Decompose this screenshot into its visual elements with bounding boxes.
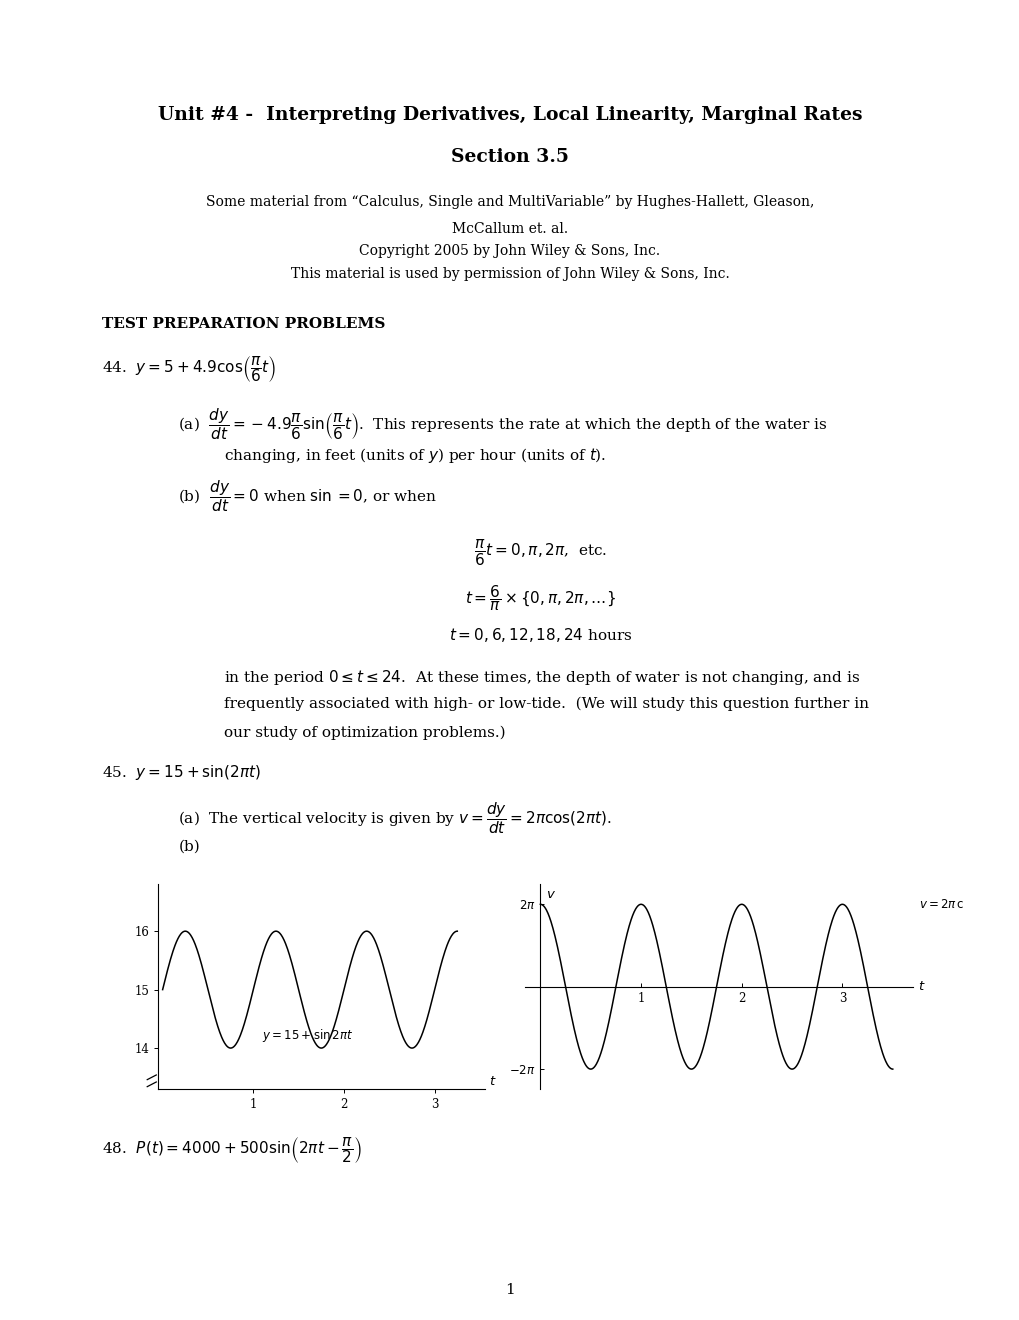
Text: Unit #4 -  Interpreting Derivatives, Local Linearity, Marginal Rates: Unit #4 - Interpreting Derivatives, Loca…	[158, 106, 861, 124]
Text: TEST PREPARATION PROBLEMS: TEST PREPARATION PROBLEMS	[102, 317, 385, 331]
Text: $t = 0, 6, 12, 18, 24$ hours: $t = 0, 6, 12, 18, 24$ hours	[448, 626, 632, 644]
Text: our study of optimization problems.): our study of optimization problems.)	[224, 726, 505, 741]
Text: $v$: $v$	[546, 888, 556, 902]
Text: (b)  $\dfrac{dy}{dt} = 0$ when $\sin = 0$, or when: (b) $\dfrac{dy}{dt} = 0$ when $\sin = 0$…	[178, 478, 437, 513]
Text: changing, in feet (units of $y$) per hour (units of $t$).: changing, in feet (units of $y$) per hou…	[224, 446, 606, 465]
Text: 1: 1	[504, 1283, 515, 1298]
Text: $\dfrac{\pi}{6}t = 0, \pi, 2\pi$,  etc.: $\dfrac{\pi}{6}t = 0, \pi, 2\pi$, etc.	[474, 539, 606, 569]
Text: (a)  The vertical velocity is given by $v = \dfrac{dy}{dt} = 2\pi\cos(2\pi t)$.: (a) The vertical velocity is given by $v…	[178, 800, 612, 836]
Text: frequently associated with high- or low-tide.  (We will study this question furt: frequently associated with high- or low-…	[224, 697, 868, 711]
Text: Some material from “Calculus, Single and MultiVariable” by Hughes-Hallett, Gleas: Some material from “Calculus, Single and…	[206, 195, 813, 210]
Text: $t$: $t$	[488, 1076, 496, 1089]
Text: Copyright 2005 by John Wiley & Sons, Inc.: Copyright 2005 by John Wiley & Sons, Inc…	[359, 244, 660, 259]
Text: (a)  $\dfrac{dy}{dt} = -4.9\dfrac{\pi}{6}\sin\!\left(\dfrac{\pi}{6}t\right)$.  T: (a) $\dfrac{dy}{dt} = -4.9\dfrac{\pi}{6}…	[178, 407, 827, 442]
Text: 48.  $P(t) = 4000 + 500\sin\!\left(2\pi t - \dfrac{\pi}{2}\right)$: 48. $P(t) = 4000 + 500\sin\!\left(2\pi t…	[102, 1135, 362, 1166]
Text: $t = \dfrac{6}{\pi} \times \{0, \pi, 2\pi, \ldots\}$: $t = \dfrac{6}{\pi} \times \{0, \pi, 2\p…	[465, 583, 615, 614]
Text: $v = 2\pi\,\mathrm{c}$: $v = 2\pi\,\mathrm{c}$	[918, 898, 964, 911]
Text: This material is used by permission of John Wiley & Sons, Inc.: This material is used by permission of J…	[290, 267, 729, 281]
Text: 44.  $y = 5 + 4.9\cos\!\left(\dfrac{\pi}{6}t\right)$: 44. $y = 5 + 4.9\cos\!\left(\dfrac{\pi}{…	[102, 354, 276, 384]
Text: Section 3.5: Section 3.5	[450, 148, 569, 166]
Text: in the period $0 \leq t \leq 24$.  At these times, the depth of water is not cha: in the period $0 \leq t \leq 24$. At the…	[224, 668, 860, 686]
Text: McCallum et. al.: McCallum et. al.	[451, 222, 568, 236]
Text: 45.  $y = 15 + \sin(2\pi t)$: 45. $y = 15 + \sin(2\pi t)$	[102, 763, 261, 781]
Text: (b): (b)	[178, 840, 200, 854]
Text: $t$: $t$	[917, 981, 924, 993]
Text: $y = 15 + \sin 2\pi t$: $y = 15 + \sin 2\pi t$	[262, 1027, 353, 1044]
